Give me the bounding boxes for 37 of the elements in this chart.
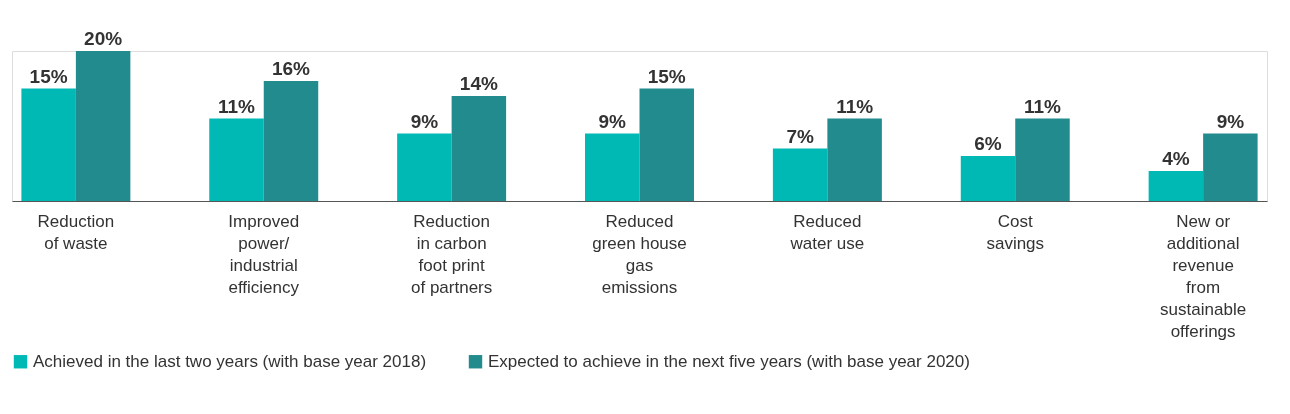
x-tick-label: Reduced green house gas emissions [592,211,687,297]
legend-label: Achieved in the last two years (with base year 2018) [33,351,427,371]
bar [1148,171,1204,201]
data-label: 9% [410,110,439,132]
x-tick-label: Cost savings [986,211,1045,253]
data-label: 14% [459,73,498,94]
x-tick-label: Improved power/ industrial efficiency [228,211,300,297]
data-label: 4% [1162,148,1190,169]
x-tick-label: New or additional revenue from sustainable offerings [1160,211,1247,341]
bar [263,81,319,201]
bar [585,133,640,201]
data-label: 15% [29,65,68,87]
x-tick-label: Reduction in carbon foot print of partners [410,211,493,297]
data-label: 11% [1024,95,1062,117]
data-label: 11% [218,95,256,117]
bar [960,156,1016,201]
x-tick-label: Reduction of waste [37,211,115,253]
bar [639,88,694,201]
bar [75,51,131,201]
bar [1015,118,1070,201]
data-label: 7% [786,125,814,147]
data-label: 6% [974,133,1002,154]
data-label: 20% [84,28,123,49]
data-label: 9% [1216,110,1245,132]
bar [397,133,452,201]
data-label: 16% [271,58,311,79]
data-label: 15% [647,65,686,87]
bar [451,96,507,201]
bar [1203,133,1258,201]
bar [772,148,828,201]
data-label: 11% [836,95,874,117]
legend-label: Expected to achieve in the next five years (with base year 2020) [488,351,970,371]
x-tick-label: Reduced water use [789,211,865,253]
data-label: 9% [598,110,627,132]
bar [209,118,264,201]
bar [21,88,76,201]
bar [827,118,882,201]
